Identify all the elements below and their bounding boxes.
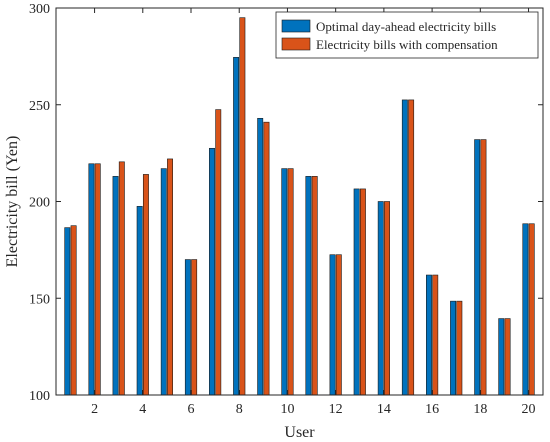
bar-compensation-user-16: [432, 274, 439, 396]
bar-compensation-user-19: [504, 318, 511, 396]
bar-optimal-user-7: [209, 147, 215, 396]
bar-optimal-user-1: [64, 227, 71, 396]
y-tick-label: 100: [29, 389, 50, 404]
bar-optimal-user-9: [257, 117, 264, 396]
y-axis-ticks: 100 150 200 250 300: [29, 2, 543, 404]
bar-compensation-user-7: [215, 109, 222, 396]
y-tick-label: 150: [29, 292, 50, 307]
x-axis-ticks: 2 4 6 8 10 12 14 16 18 20: [91, 8, 536, 417]
bar-optimal-user-15: [401, 99, 408, 396]
bar-optimal-user-17: [450, 300, 457, 396]
bars-group: [64, 17, 535, 396]
legend-swatch-compensation: [281, 37, 311, 51]
y-tick-label: 200: [29, 196, 50, 211]
bar-compensation-user-5: [167, 158, 173, 396]
bar-optimal-user-20: [522, 223, 529, 396]
legend-label-optimal: Optimal day-ahead electricity bills: [316, 19, 496, 34]
bar-optimal-user-10: [281, 168, 288, 396]
x-tick-label: 8: [236, 402, 243, 417]
bar-optimal-user-14: [377, 201, 384, 396]
bar-optimal-user-6: [184, 259, 191, 396]
bar-compensation-user-20: [528, 223, 535, 396]
bar-compensation-user-4: [142, 174, 149, 396]
bar-optimal-user-12: [329, 254, 336, 396]
bar-compensation-user-18: [480, 139, 487, 396]
x-tick-label: 4: [139, 402, 146, 417]
bar-optimal-user-4: [136, 206, 143, 396]
bar-optimal-user-19: [498, 318, 505, 396]
bar-compensation-user-13: [359, 188, 366, 396]
bar-compensation-user-11: [311, 176, 318, 396]
x-tick-label: 10: [280, 402, 294, 417]
bar-compensation-user-3: [118, 161, 125, 396]
y-tick-label: 250: [29, 99, 50, 114]
bar-optimal-user-13: [353, 188, 360, 396]
bar-compensation-user-10: [287, 168, 294, 396]
bar-optimal-user-3: [112, 176, 119, 396]
bar-optimal-user-8: [233, 57, 240, 396]
bar-compensation-user-12: [335, 254, 342, 396]
bar-compensation-user-2: [94, 163, 101, 396]
y-axis-label: Electricity bill (Yen): [4, 136, 21, 268]
x-tick-label: 6: [188, 402, 195, 417]
legend-label-compensation: Electricity bills with compensation: [316, 37, 498, 52]
x-tick-label: 14: [377, 402, 391, 417]
bar-optimal-user-16: [426, 274, 432, 396]
x-tick-label: 12: [329, 402, 343, 417]
x-axis-label: User: [284, 424, 315, 441]
bar-compensation-user-17: [456, 300, 463, 396]
bar-optimal-user-5: [160, 168, 167, 396]
bar-compensation-user-8: [239, 17, 246, 396]
legend: Optimal day-ahead electricity bills Elec…: [275, 11, 539, 59]
bar-compensation-user-6: [191, 259, 198, 396]
bar-optimal-user-18: [474, 139, 481, 396]
bar-optimal-user-2: [88, 163, 95, 396]
x-tick-label: 2: [91, 402, 98, 417]
bar-compensation-user-15: [408, 99, 415, 396]
x-tick-label: 20: [522, 402, 536, 417]
y-tick-label: 300: [29, 2, 50, 17]
bar-compensation-user-1: [70, 225, 77, 396]
x-tick-label: 18: [473, 402, 487, 417]
bar-compensation-user-14: [384, 201, 390, 396]
legend-box: [275, 11, 539, 59]
bar-optimal-user-11: [305, 176, 312, 396]
plot-frame: [55, 7, 544, 396]
x-tick-label: 16: [425, 402, 439, 417]
legend-swatch-optimal: [281, 19, 311, 33]
bar-compensation-user-9: [263, 121, 270, 396]
